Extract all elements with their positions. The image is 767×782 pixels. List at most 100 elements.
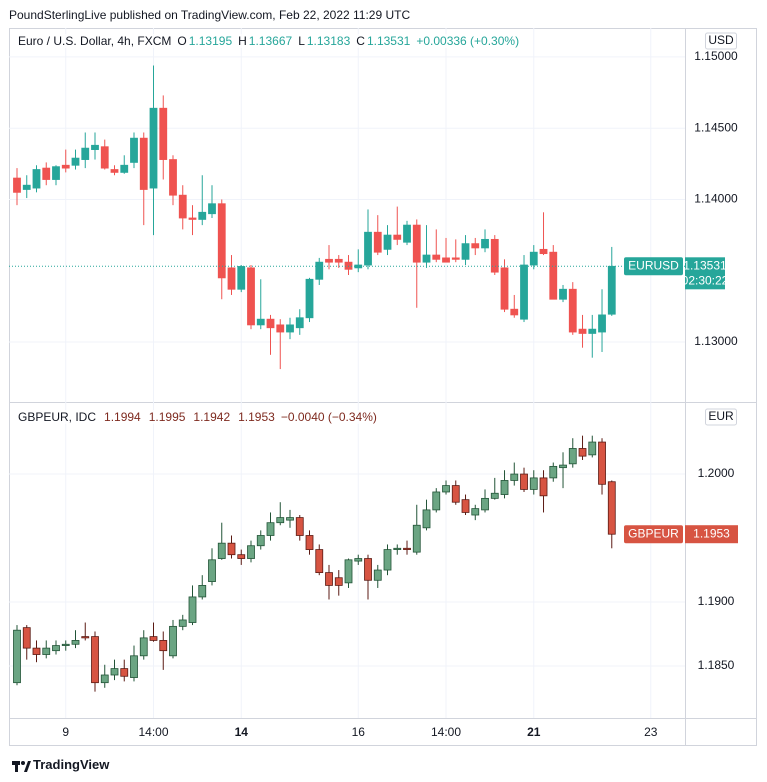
candle-body <box>373 569 382 581</box>
candle-body <box>461 243 470 260</box>
candle-body <box>227 542 236 556</box>
price-label-box <box>685 525 738 544</box>
candle-body <box>471 508 480 516</box>
candle-body <box>393 547 402 550</box>
candle-body <box>110 668 119 676</box>
candle-body <box>286 517 294 521</box>
symbol-label-box <box>624 525 683 544</box>
candle-body <box>81 636 90 639</box>
candle-body <box>149 107 158 189</box>
legend: GBPEUR, IDC 1.1994 1.1995 1.1942 1.1953 −0.00… <box>18 410 377 424</box>
candle-body <box>22 627 31 649</box>
candle-body <box>598 441 606 485</box>
candle-body <box>295 517 304 536</box>
candle-body <box>22 184 31 190</box>
candle-body <box>383 234 392 250</box>
footer-brand: TradingView <box>33 757 110 772</box>
candle-body <box>588 441 597 456</box>
symbol-label: EURUSD <box>628 258 679 272</box>
legend-value: 1.13667 <box>248 34 293 48</box>
candle-body <box>42 647 51 655</box>
candle-body <box>120 668 129 677</box>
candle-body <box>549 251 558 300</box>
currency-label: EUR <box>708 409 734 423</box>
candle-body <box>325 572 333 586</box>
candle-body <box>100 146 109 169</box>
candle-body <box>32 169 41 189</box>
candle-body <box>529 251 538 266</box>
candle-body <box>432 254 441 260</box>
legend-change: +0.00336 (+0.30%) <box>416 34 520 48</box>
x-tick-label: 23 <box>644 725 658 739</box>
currency-box <box>705 32 737 50</box>
candle-body <box>32 647 41 655</box>
price-label: 1.1953 <box>693 526 730 540</box>
candle-body <box>208 559 216 582</box>
legend-value: 1.13183 <box>306 34 351 48</box>
candle-body <box>315 261 324 280</box>
candle-body <box>520 264 528 320</box>
candle-body <box>325 258 333 263</box>
legend-change: −0.0040 (−0.34%) <box>280 410 377 424</box>
legend-value: 1.13531 <box>366 34 411 48</box>
price-label: 1.13531 <box>683 258 727 272</box>
candle-body <box>256 318 265 326</box>
candle-body <box>217 542 226 559</box>
candle-body <box>412 524 421 553</box>
y-tick-label: 1.1900 <box>698 594 735 608</box>
candle-body <box>549 465 558 479</box>
candle-body <box>481 497 489 511</box>
candle-body <box>61 643 70 646</box>
legend-value: 1.1953 <box>238 410 275 424</box>
legend-key: C <box>356 34 365 48</box>
candle-body <box>130 655 138 678</box>
candle-body <box>588 328 597 334</box>
candle-body <box>276 324 285 333</box>
candle-body <box>110 169 119 173</box>
x-tick-label: 9 <box>62 725 69 739</box>
candle-body <box>344 261 353 270</box>
candle-body <box>159 640 168 652</box>
legend-name: Euro / U.S. Dollar, 4h, FXCM <box>18 34 172 48</box>
x-tick-label: 14 <box>235 725 249 739</box>
candle-body <box>451 485 460 503</box>
candle-body <box>568 288 577 333</box>
candle-body <box>52 645 60 652</box>
candle-body <box>139 637 148 657</box>
candle-body <box>500 267 509 310</box>
header: PoundSterlingLive published on TradingVi… <box>9 8 411 22</box>
candle-body <box>208 203 216 215</box>
candle-body <box>422 254 431 263</box>
y-tick-label: 1.14000 <box>694 192 738 206</box>
candle-body <box>315 549 324 574</box>
symbol-label: GBPEUR <box>628 526 679 540</box>
y-tick-label: 1.15000 <box>694 49 738 63</box>
candle-body <box>607 481 616 535</box>
candle-body <box>334 258 343 263</box>
candle-body <box>130 137 138 163</box>
legend-key: O <box>177 34 187 48</box>
candle-body <box>344 559 353 584</box>
candle-body <box>237 266 246 290</box>
candle-body <box>139 137 148 190</box>
candle-body <box>295 317 304 329</box>
candle-body <box>481 238 489 249</box>
candle-body <box>539 477 548 497</box>
candle-body <box>559 464 567 469</box>
candle-body <box>188 596 197 623</box>
candle-body <box>471 243 480 249</box>
candle-body <box>598 314 606 333</box>
candle-body <box>559 288 567 300</box>
candle-body <box>266 318 275 329</box>
candle-body <box>247 545 255 559</box>
x-tick-label: 14:00 <box>138 725 168 739</box>
candle-body <box>500 480 509 495</box>
candle-body <box>52 166 60 180</box>
candle-body <box>393 234 402 240</box>
candle-body <box>568 448 577 465</box>
currency-box <box>705 408 737 426</box>
candle-body <box>247 267 255 326</box>
candle-body <box>71 157 80 166</box>
